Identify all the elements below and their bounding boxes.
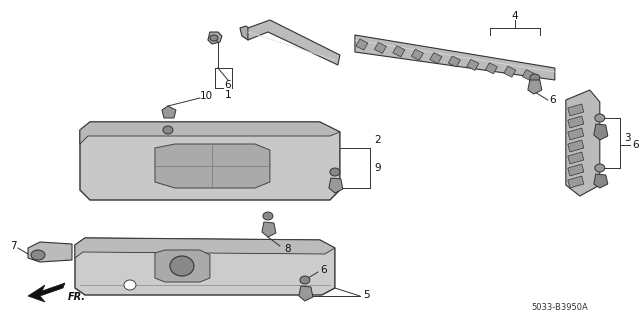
Ellipse shape	[530, 74, 540, 82]
Polygon shape	[430, 53, 442, 63]
Polygon shape	[80, 122, 340, 144]
Text: 5: 5	[364, 290, 370, 300]
Polygon shape	[594, 174, 608, 188]
Text: 4: 4	[511, 11, 518, 21]
Text: 10: 10	[200, 91, 212, 101]
Polygon shape	[28, 283, 65, 302]
Polygon shape	[504, 66, 516, 77]
Polygon shape	[155, 144, 270, 188]
Ellipse shape	[163, 126, 173, 134]
Ellipse shape	[263, 212, 273, 220]
Polygon shape	[262, 222, 276, 237]
Text: 6: 6	[632, 140, 639, 150]
Polygon shape	[162, 106, 176, 118]
Polygon shape	[208, 32, 222, 44]
Polygon shape	[329, 178, 343, 193]
Polygon shape	[568, 140, 584, 152]
Ellipse shape	[595, 114, 605, 122]
Polygon shape	[75, 238, 335, 295]
Polygon shape	[248, 20, 340, 65]
Polygon shape	[75, 238, 335, 258]
Polygon shape	[568, 176, 584, 188]
Ellipse shape	[300, 276, 310, 284]
Text: 7: 7	[10, 241, 16, 251]
Text: 1: 1	[225, 90, 231, 100]
Polygon shape	[299, 286, 313, 301]
Polygon shape	[393, 46, 405, 57]
Polygon shape	[528, 80, 542, 94]
Ellipse shape	[330, 168, 340, 176]
Polygon shape	[522, 70, 534, 81]
Polygon shape	[467, 59, 479, 70]
Polygon shape	[155, 250, 210, 282]
Polygon shape	[568, 104, 584, 116]
Text: 6: 6	[321, 265, 327, 275]
Polygon shape	[568, 116, 584, 128]
Polygon shape	[568, 128, 584, 140]
Text: 2: 2	[374, 135, 381, 145]
Ellipse shape	[124, 280, 136, 290]
Polygon shape	[80, 122, 340, 200]
Polygon shape	[240, 26, 254, 40]
Polygon shape	[449, 56, 460, 67]
Text: 8: 8	[285, 244, 291, 254]
Ellipse shape	[170, 256, 194, 276]
Polygon shape	[566, 90, 600, 196]
Polygon shape	[356, 39, 368, 50]
Text: 3: 3	[625, 133, 631, 143]
Ellipse shape	[595, 164, 605, 172]
Polygon shape	[374, 42, 387, 53]
Polygon shape	[355, 35, 555, 80]
Polygon shape	[594, 124, 608, 140]
Text: 6: 6	[550, 95, 556, 105]
Polygon shape	[412, 49, 423, 60]
Polygon shape	[568, 164, 584, 176]
Text: 9: 9	[374, 163, 381, 173]
Text: 6: 6	[225, 80, 231, 90]
Text: FR.: FR.	[68, 292, 86, 302]
Polygon shape	[485, 63, 497, 74]
Ellipse shape	[31, 250, 45, 260]
Polygon shape	[568, 152, 584, 164]
Ellipse shape	[210, 35, 218, 41]
Text: 5033-B3950A: 5033-B3950A	[531, 303, 588, 313]
Polygon shape	[28, 242, 72, 262]
